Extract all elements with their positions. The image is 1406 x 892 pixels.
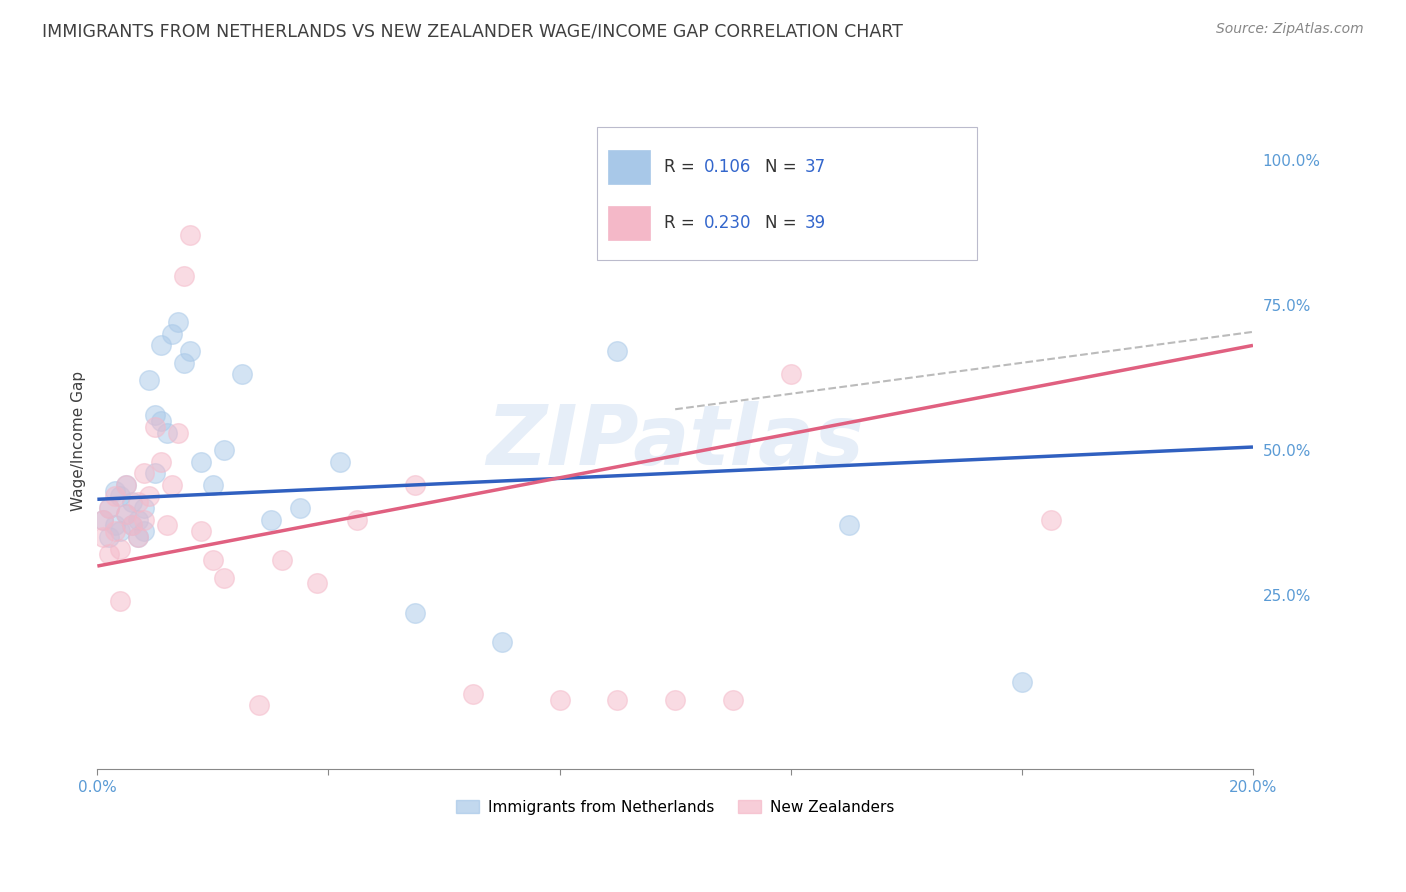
- Point: [190, 524, 212, 539]
- Point: [305, 576, 328, 591]
- Point: [138, 489, 160, 503]
- Point: [121, 518, 143, 533]
- Point: [110, 524, 132, 539]
- Point: [214, 442, 236, 457]
- Point: [97, 548, 120, 562]
- Text: R =: R =: [664, 158, 700, 176]
- Point: [138, 373, 160, 387]
- Text: Source: ZipAtlas.com: Source: ZipAtlas.com: [1216, 22, 1364, 37]
- Point: [288, 500, 311, 515]
- Point: [127, 495, 149, 509]
- Point: [404, 606, 426, 620]
- Point: [115, 507, 138, 521]
- Point: [104, 518, 127, 533]
- Point: [91, 513, 114, 527]
- Point: [110, 541, 132, 556]
- Text: IMMIGRANTS FROM NETHERLANDS VS NEW ZEALANDER WAGE/INCOME GAP CORRELATION CHART: IMMIGRANTS FROM NETHERLANDS VS NEW ZEALA…: [42, 22, 903, 40]
- Point: [179, 344, 201, 359]
- Point: [143, 466, 166, 480]
- Point: [173, 356, 195, 370]
- Point: [143, 408, 166, 422]
- Point: [260, 513, 283, 527]
- Point: [115, 477, 138, 491]
- Point: [346, 513, 368, 527]
- Point: [167, 315, 190, 329]
- Point: [1011, 675, 1033, 690]
- Point: [491, 634, 513, 648]
- Point: [837, 518, 859, 533]
- Point: [115, 477, 138, 491]
- Point: [149, 454, 172, 468]
- Point: [121, 495, 143, 509]
- Text: ZIPatlas: ZIPatlas: [486, 401, 865, 482]
- Legend: Immigrants from Netherlands, New Zealanders: Immigrants from Netherlands, New Zealand…: [450, 793, 900, 821]
- Point: [201, 477, 224, 491]
- Point: [247, 698, 270, 713]
- Point: [115, 507, 138, 521]
- Text: 39: 39: [804, 214, 825, 232]
- Point: [104, 524, 127, 539]
- Point: [97, 530, 120, 544]
- Point: [461, 687, 484, 701]
- Point: [548, 692, 571, 706]
- Point: [143, 419, 166, 434]
- Point: [214, 571, 236, 585]
- Point: [606, 692, 628, 706]
- Point: [132, 466, 155, 480]
- Point: [156, 518, 179, 533]
- Y-axis label: Wage/Income Gap: Wage/Income Gap: [72, 371, 86, 511]
- Text: N =: N =: [765, 158, 803, 176]
- Text: 37: 37: [804, 158, 825, 176]
- Point: [97, 500, 120, 515]
- Point: [132, 500, 155, 515]
- Point: [127, 530, 149, 544]
- Text: R =: R =: [664, 214, 700, 232]
- Point: [606, 344, 628, 359]
- Point: [721, 692, 744, 706]
- Point: [779, 368, 801, 382]
- Point: [97, 500, 120, 515]
- Point: [179, 228, 201, 243]
- Point: [104, 483, 127, 498]
- Point: [924, 199, 946, 213]
- Text: 0.106: 0.106: [703, 158, 751, 176]
- Point: [127, 513, 149, 527]
- Point: [91, 513, 114, 527]
- Point: [1039, 513, 1062, 527]
- Point: [190, 454, 212, 468]
- Point: [104, 489, 127, 503]
- Point: [127, 530, 149, 544]
- Point: [121, 518, 143, 533]
- Point: [149, 338, 172, 352]
- Point: [173, 268, 195, 283]
- Point: [110, 489, 132, 503]
- Text: 0.230: 0.230: [703, 214, 751, 232]
- Point: [156, 425, 179, 440]
- Point: [91, 530, 114, 544]
- Point: [167, 425, 190, 440]
- Point: [329, 454, 352, 468]
- Point: [271, 553, 294, 567]
- Point: [149, 414, 172, 428]
- Point: [162, 477, 184, 491]
- Point: [110, 594, 132, 608]
- Point: [404, 477, 426, 491]
- Point: [132, 524, 155, 539]
- Text: N =: N =: [765, 214, 803, 232]
- Point: [132, 513, 155, 527]
- Point: [162, 326, 184, 341]
- Point: [201, 553, 224, 567]
- Point: [231, 368, 253, 382]
- Point: [664, 692, 686, 706]
